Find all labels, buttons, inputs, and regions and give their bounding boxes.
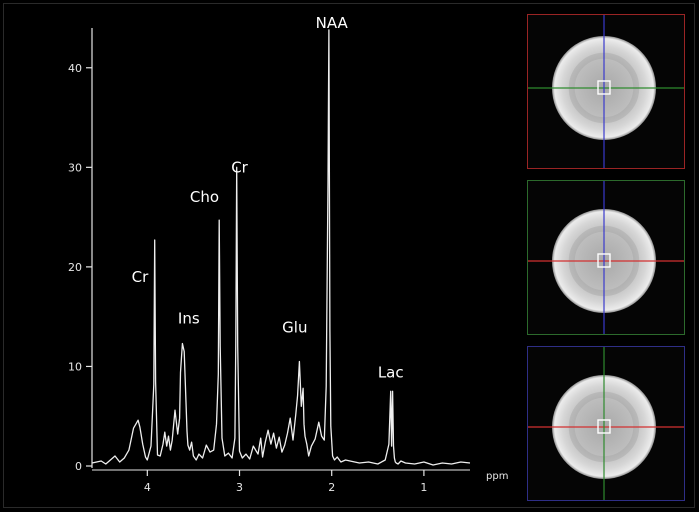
x-tick-label-3: 3: [236, 481, 243, 494]
localizer-image-2: [528, 181, 684, 334]
peak-label-group: NAA Cr Cho Cr Ins Glu Lac: [132, 14, 404, 381]
y-tick-label-40: 40: [68, 62, 82, 75]
y-tick-label-20: 20: [68, 261, 82, 274]
peak-label-cr-1: Cr: [231, 158, 248, 176]
y-axis: 0 10 20 30 40: [68, 28, 93, 473]
peak-label-lac-6: Lac: [378, 363, 404, 381]
y-tick-label-0: 0: [75, 460, 82, 473]
localizer-view-3[interactable]: [527, 346, 685, 501]
localizer-image-1: [528, 15, 684, 168]
peak-label-cr-3: Cr: [132, 268, 149, 286]
localizer-view-2[interactable]: [527, 180, 685, 335]
localizer-view-1[interactable]: [527, 14, 685, 169]
voxel-box: [597, 253, 611, 268]
spectrum-trace: [91, 29, 471, 466]
peak-label-cho-2: Cho: [190, 188, 219, 206]
voxel-box: [597, 419, 611, 434]
peak-label-glu-5: Glu: [282, 319, 307, 337]
peak-label-ins-4: Ins: [178, 310, 200, 328]
x-tick-label-1: 1: [420, 481, 427, 494]
y-tick-label-30: 30: [68, 161, 82, 174]
x-tick-label-2: 2: [328, 481, 335, 494]
spectrum-trace-group: [91, 29, 471, 466]
voxel-box: [597, 80, 611, 95]
x-tick-label-4: 4: [144, 481, 151, 494]
x-unit-label: ppm: [486, 471, 508, 482]
figure-border: [3, 3, 695, 508]
y-tick-label-10: 10: [68, 360, 82, 373]
spectrum-plot: 0 10 20 30 40 4 3 2 1 NAA Cr Cho Cr Ins Glu Lac ppm: [68, 14, 508, 494]
x-axis: 4 3 2 1: [92, 469, 470, 494]
peak-label-naa-0: NAA: [316, 14, 349, 32]
localizer-image-3: [528, 347, 684, 500]
